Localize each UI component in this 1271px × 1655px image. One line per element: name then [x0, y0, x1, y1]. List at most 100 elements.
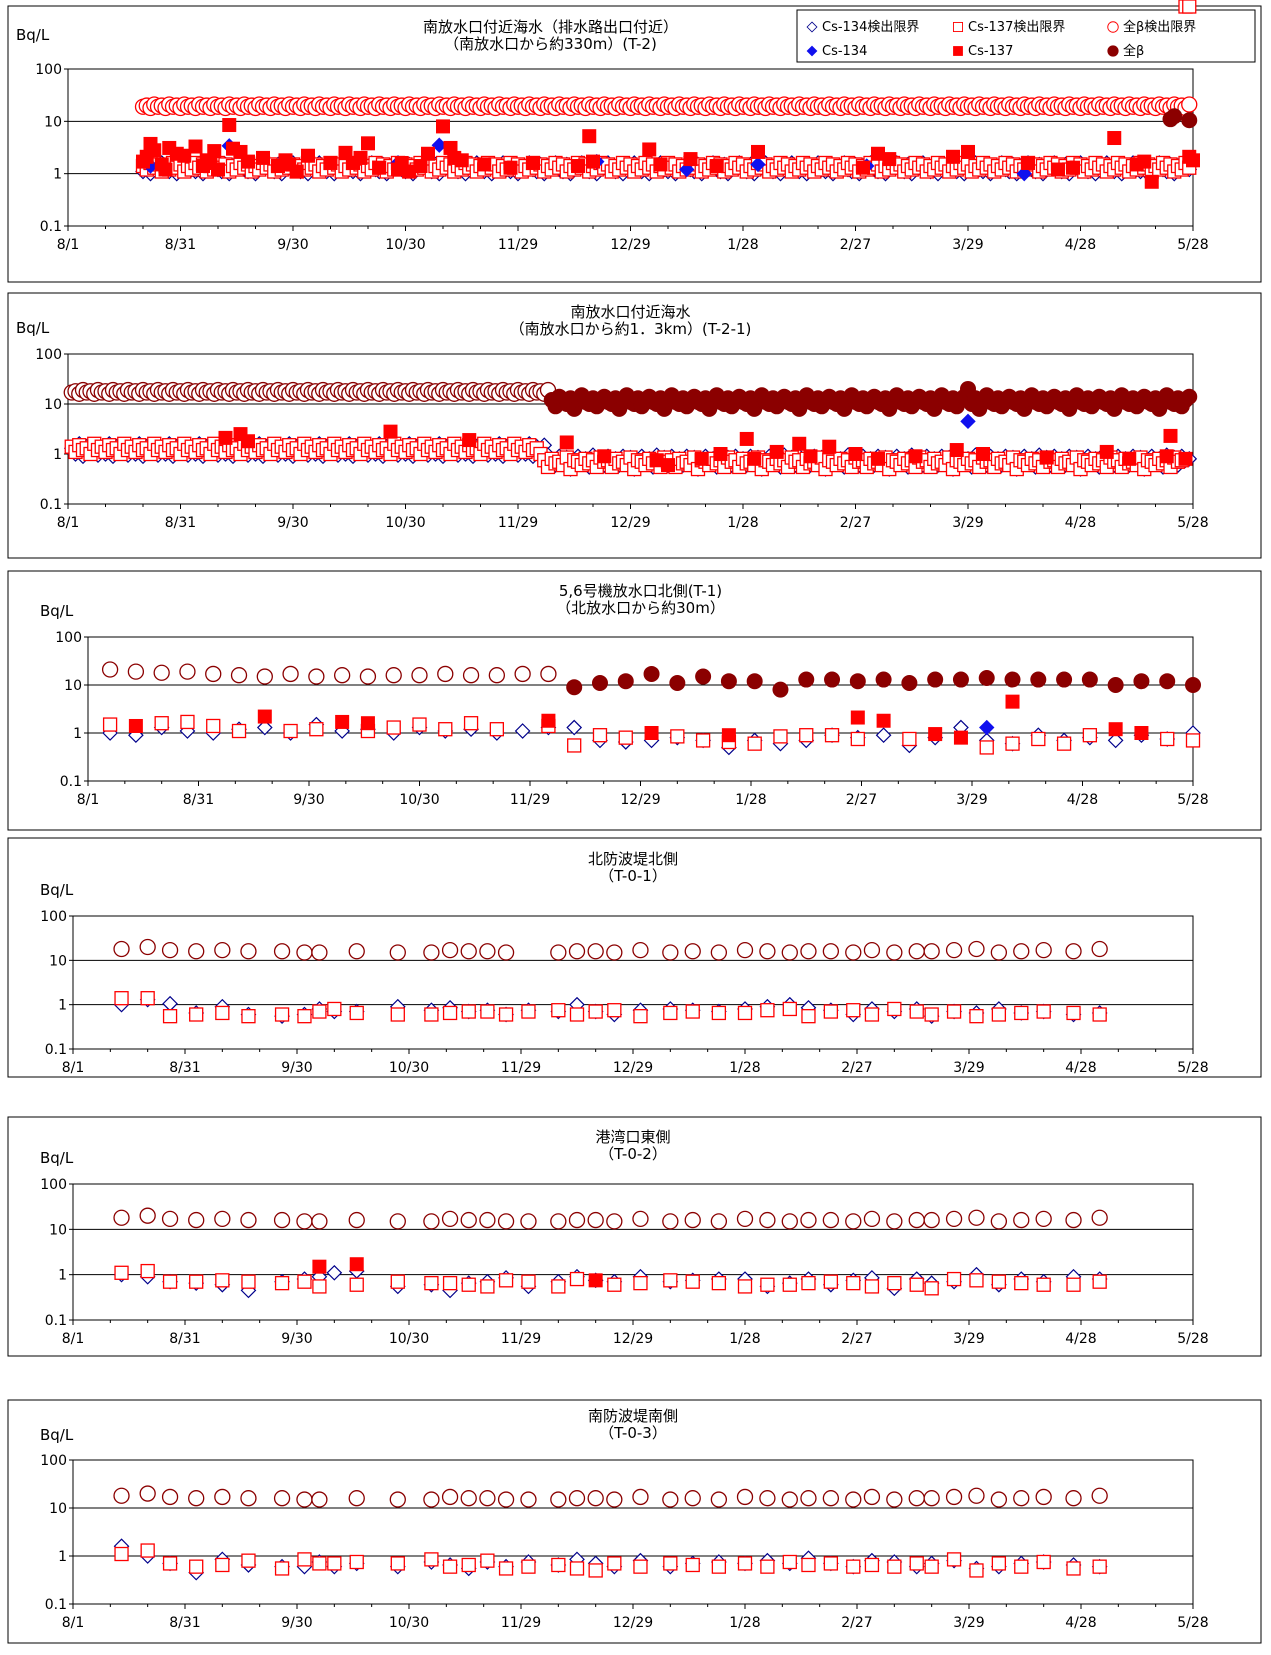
y-tick-label: 10 — [49, 1222, 67, 1238]
data-point-beta-dl — [908, 1490, 925, 1507]
data-point-beta-dl — [488, 667, 506, 684]
data-point-beta-dl — [179, 663, 196, 680]
data-point-cs137-dl — [633, 1559, 648, 1574]
data-point-cs137-dl — [1014, 1005, 1029, 1021]
data-point-cs137 — [713, 447, 728, 461]
data-point-cs137-dl — [312, 1279, 327, 1294]
data-point-cs137 — [454, 153, 469, 168]
chart-subtitle: （T-0-3） — [599, 1424, 667, 1442]
data-point-beta-dl — [923, 943, 940, 960]
chart-panel-2: 100 10 1 0.1 8/1 8/31 9/30 10/30 11/29 12/29 1/28 2… — [7, 0, 1262, 559]
data-point-beta-dl — [886, 1213, 903, 1230]
data-point-beta-dl — [1091, 940, 1108, 958]
data-point-cs137 — [1039, 450, 1054, 465]
data-point-cs134 — [979, 719, 995, 736]
x-tick-label: 9/30 — [277, 515, 308, 531]
data-point-cs137-dl — [114, 1546, 129, 1562]
data-point-beta-dl — [800, 943, 817, 960]
data-point-beta-dl — [736, 1488, 754, 1506]
data-point-beta-dl — [348, 1490, 365, 1507]
y-axis-label: Bq/L — [40, 602, 74, 620]
data-point-beta-dl — [1035, 941, 1052, 959]
data-point-cs137-dl — [1160, 731, 1175, 747]
y-axis-label: Bq/L — [16, 319, 50, 337]
data-point-beta-dl — [863, 1210, 881, 1228]
data-point-cs137 — [792, 436, 807, 451]
data-point-cs137-dl — [969, 1563, 984, 1578]
data-point-beta-dl — [161, 1210, 179, 1228]
data-point-cs137-dl — [1014, 1275, 1029, 1291]
data-point-cs137-dl — [390, 1556, 405, 1571]
data-point-cs137-dl — [241, 1553, 256, 1568]
data-point-cs137-dl — [618, 730, 633, 745]
data-point-cs137-dl — [215, 1273, 230, 1288]
x-tick-label: 11/29 — [498, 237, 538, 253]
y-tick-label: 0.1 — [45, 1313, 67, 1329]
data-point-beta-dl — [568, 943, 586, 960]
data-point-beta-dl — [514, 665, 531, 683]
legend-marker — [806, 21, 818, 33]
plot-area — [72, 1459, 1194, 1605]
data-point-cs137-dl — [114, 991, 129, 1006]
data-point-cs137 — [597, 449, 612, 464]
data-point-beta-dl — [606, 1491, 623, 1508]
x-tick-label: 8/1 — [62, 1331, 85, 1347]
data-point-cs137 — [961, 144, 975, 159]
legend-marker-cs137 — [953, 46, 963, 56]
data-point-cs137-dl — [588, 1004, 603, 1019]
data-point-beta-dl — [1035, 1488, 1052, 1506]
data-point-beta-dl — [460, 1490, 477, 1507]
data-point-beta — [1159, 673, 1176, 690]
data-point-cs137 — [1021, 155, 1035, 170]
data-point-cs137 — [207, 144, 222, 159]
y-tick-label: 100 — [40, 1453, 67, 1469]
data-point-cs137 — [361, 136, 375, 151]
data-point-cs137-dl — [154, 716, 169, 731]
data-point-cs137 — [188, 139, 203, 154]
chart-panel-1: 100 10 1 0.1 8/1 8/31 9/30 10/30 11/29 12/29 1/28 2… — [7, 5, 1262, 283]
y-tick-label: 10 — [64, 678, 82, 694]
x-tick-label: 1/28 — [727, 515, 758, 531]
data-point-cs137-dl — [349, 1005, 364, 1021]
data-point-cs137-dl — [1182, 0, 1197, 14]
data-point-cs137-dl — [140, 1263, 155, 1279]
data-point-beta-dl — [256, 668, 273, 685]
data-point-cs137-dl — [887, 1275, 902, 1291]
data-point-cs137-dl — [297, 1552, 312, 1567]
data-point-cs134-dl — [875, 727, 892, 744]
legend-marker — [1107, 21, 1119, 33]
data-point-cs137-dl — [864, 1557, 880, 1573]
data-point-beta-dl — [800, 1490, 817, 1507]
data-point-cs137 — [477, 157, 492, 172]
y-tick-label: 1 — [53, 447, 62, 463]
data-point-cs137 — [876, 713, 891, 728]
data-point-cs137-dl — [588, 1563, 603, 1578]
data-point-beta-dl — [1065, 1211, 1082, 1229]
data-point-cs134 — [750, 156, 766, 173]
data-point-cs137-dl — [241, 1274, 256, 1289]
data-point-cs137-dl — [215, 1005, 230, 1021]
data-point-cs137-dl — [215, 1557, 230, 1573]
data-point-beta-dl — [520, 1213, 537, 1230]
data-point-cs137 — [1066, 160, 1080, 175]
data-point-beta — [1004, 671, 1021, 688]
data-point-beta-dl — [437, 665, 454, 683]
data-point-beta-dl — [423, 944, 440, 961]
x-tick-label: 11/29 — [501, 1331, 541, 1347]
plot-area — [67, 353, 1194, 505]
chart-subtitle: （南放水口から約1．3km）(T-2-1) — [510, 320, 752, 338]
x-tick-label: 1/28 — [729, 1615, 760, 1631]
data-point-cs137 — [241, 154, 255, 169]
data-point-beta-dl — [161, 1488, 179, 1506]
data-point-cs137-dl — [607, 1277, 622, 1292]
data-point-cs137-dl — [760, 1277, 775, 1292]
data-point-beta-dl — [863, 941, 881, 959]
data-point-cs137 — [928, 727, 943, 742]
data-point-cs137 — [1122, 451, 1137, 466]
data-point-beta-dl — [662, 1491, 679, 1508]
data-point-beta-dl — [113, 1487, 130, 1504]
x-tick-label: 8/1 — [57, 515, 80, 531]
data-point-cs137-dl — [864, 1007, 880, 1022]
data-point-cs137-dl — [663, 1005, 678, 1021]
data-point-cs137-dl — [498, 1273, 514, 1288]
